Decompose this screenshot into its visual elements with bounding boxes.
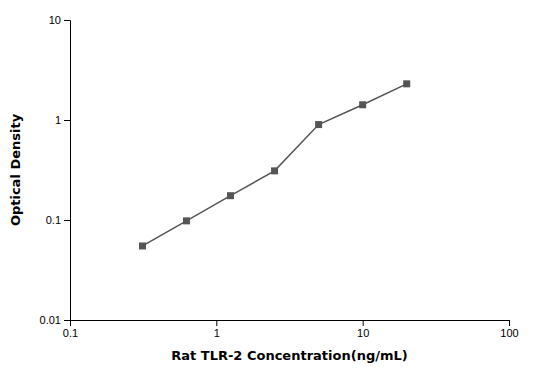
y-tick-label: 0.01 <box>40 314 61 326</box>
y-tick-mark <box>64 220 70 221</box>
series <box>139 80 410 249</box>
marker <box>139 242 146 249</box>
plot-area: 0.11101000.010.1110Rat TLR-2 Concentrati… <box>8 14 519 363</box>
chart: 0.11101000.010.1110Rat TLR-2 Concentrati… <box>0 0 533 372</box>
x-axis: 0.1 1 10 100 <box>63 320 519 339</box>
y-tick-label: 0.1 <box>46 214 61 226</box>
x-tick: 0.1 <box>63 320 78 339</box>
marker <box>271 167 278 174</box>
x-tick: 100 <box>500 320 518 339</box>
y-axis-title: Optical Density <box>8 113 23 226</box>
y-axis: 0.01 0.1 1 10 <box>40 14 71 326</box>
x-tick-label: 10 <box>357 327 369 339</box>
y-tick-mark <box>64 20 70 21</box>
y-tick-mark <box>64 120 70 121</box>
y-tick: 1 <box>55 114 70 126</box>
marker <box>359 101 366 108</box>
y-axis-line <box>64 21 71 321</box>
y-tick-label: 10 <box>49 14 61 26</box>
x-axis-title: Rat TLR-2 Concentration(ng/mL) <box>171 348 407 363</box>
x-tick-label: 0.1 <box>63 327 78 339</box>
x-tick-label: 1 <box>214 327 220 339</box>
y-tick: 0.1 <box>46 214 70 226</box>
x-tick-mark <box>216 320 217 326</box>
marker <box>403 80 410 87</box>
marker <box>227 192 234 199</box>
x-tick-mark <box>509 320 510 326</box>
y-tick-mark <box>64 320 70 321</box>
x-axis-line <box>71 321 510 327</box>
marker <box>183 217 190 224</box>
x-tick: 10 <box>357 320 369 339</box>
line <box>143 84 407 246</box>
y-tick-label: 1 <box>55 114 61 126</box>
y-tick: 10 <box>49 14 70 26</box>
y-tick: 0.01 <box>40 314 70 326</box>
marker <box>315 121 322 128</box>
x-tick-label: 100 <box>500 327 518 339</box>
x-tick: 1 <box>214 320 220 339</box>
x-tick-mark <box>363 320 364 326</box>
